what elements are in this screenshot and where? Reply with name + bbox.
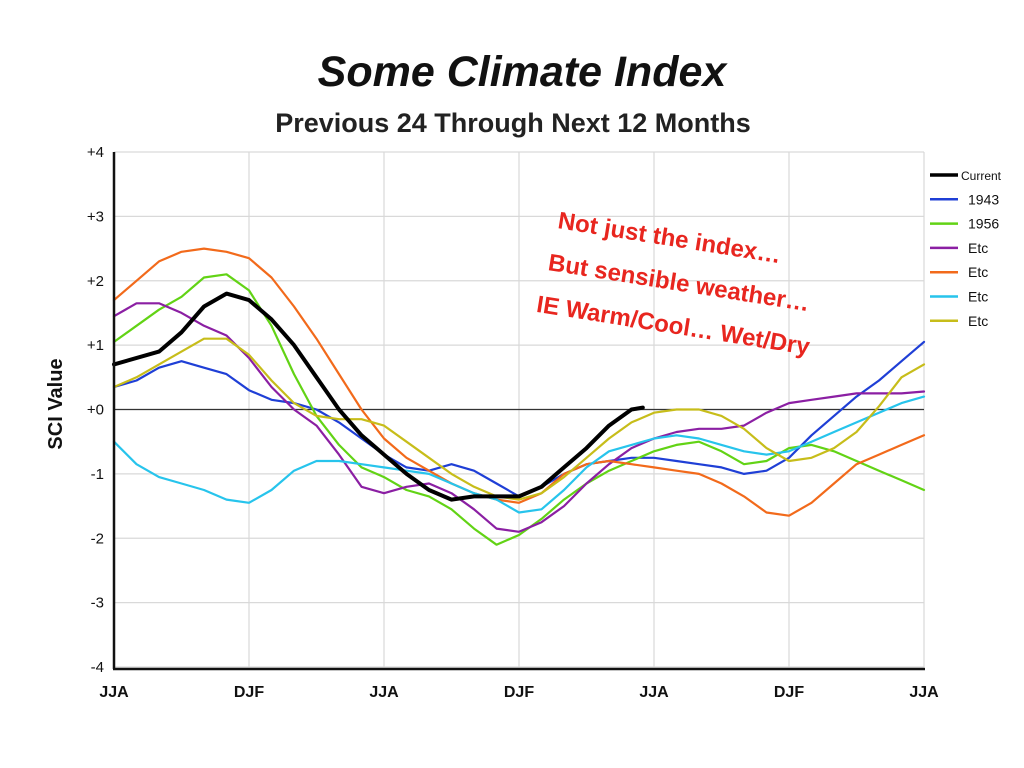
annotation-text: Not just the index…But sensible weather……: [535, 207, 813, 361]
series-line-1956-2: [112, 273, 926, 546]
series-line-etc-6: [112, 337, 926, 501]
series-line-etc-4: [112, 247, 926, 517]
chart-title: Some Climate Index: [317, 48, 727, 96]
series-line-current-0: [112, 291, 645, 502]
legend-label: Current: [961, 169, 1002, 183]
legend-label: Etc: [968, 240, 988, 256]
y-tick-labels: +4 +3 +2 +1 +0 -1 -2 -3 -4: [87, 144, 104, 676]
y-tick-label: +2: [87, 273, 104, 290]
legend-label: Etc: [968, 264, 988, 280]
x-tick-label: JJA: [639, 684, 669, 701]
y-tick-label: -2: [91, 530, 104, 547]
x-tick-label: DJF: [504, 684, 534, 701]
y-tick-label: +1: [87, 337, 104, 354]
legend-label: Etc: [968, 313, 988, 329]
x-tick-label: DJF: [234, 684, 264, 701]
y-tick-label: +4: [87, 144, 104, 161]
y-tick-label: -4: [91, 659, 104, 676]
annotation: Not just the index…But sensible weather……: [535, 207, 813, 361]
y-tick-label: -3: [91, 595, 104, 612]
legend-label: 1943: [968, 191, 999, 207]
y-tick-label: +3: [87, 208, 104, 225]
legend: Current 1943 1956 Etc Etc Etc Etc: [930, 169, 1002, 329]
y-axis-label: SCI Value: [45, 358, 67, 449]
x-tick-label: JJA: [99, 684, 129, 701]
x-tick-label: JJA: [369, 684, 399, 701]
series-line-etc-3: [112, 302, 926, 533]
series-line-etc-5: [112, 395, 926, 514]
legend-label: 1956: [968, 216, 999, 232]
x-tick-label: DJF: [774, 684, 804, 701]
y-tick-label: -1: [91, 466, 104, 483]
x-tick-labels: JJA DJF JJA DJF JJA DJF JJA: [99, 684, 939, 701]
x-tick-label: JJA: [909, 684, 939, 701]
legend-label: Etc: [968, 289, 988, 305]
chart-subtitle: Previous 24 Through Next 12 Months: [275, 108, 751, 138]
series-group: [112, 247, 926, 546]
y-tick-label: +0: [87, 402, 104, 419]
